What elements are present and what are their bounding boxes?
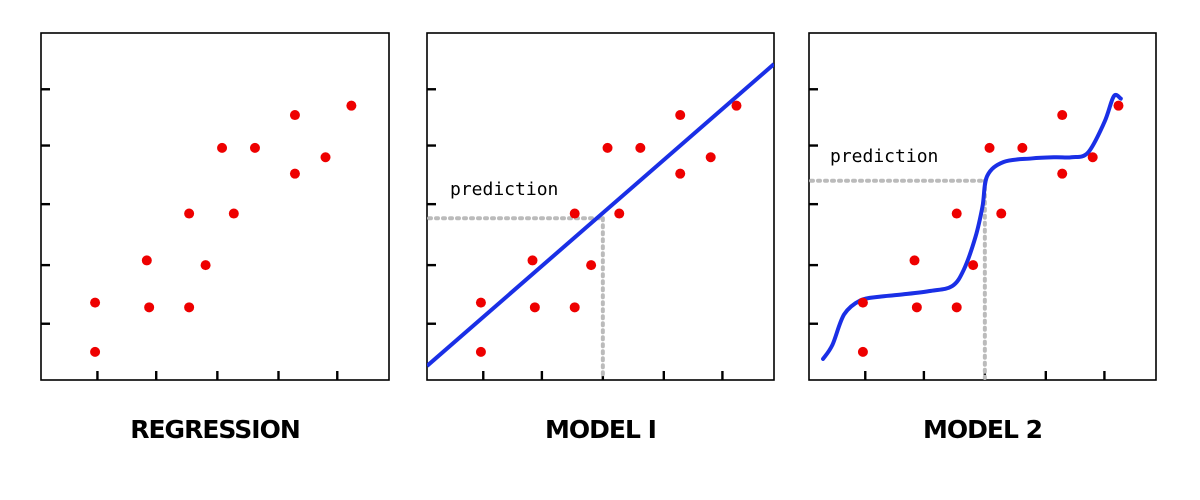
data-point	[346, 100, 357, 111]
data-point	[569, 302, 580, 313]
data-point	[857, 346, 868, 357]
data-point	[951, 302, 962, 313]
prediction-label: prediction	[450, 179, 558, 200]
data-point	[1057, 110, 1068, 121]
data-point	[586, 260, 597, 271]
data-point	[911, 302, 922, 313]
prediction-label: prediction	[830, 146, 938, 167]
plot-frame	[426, 32, 775, 381]
data-point	[200, 260, 211, 271]
panel-1: REGRESSION	[40, 32, 390, 444]
data-point	[249, 142, 260, 153]
data-point	[90, 297, 101, 308]
data-point	[141, 255, 152, 266]
model-1-fit-line	[427, 62, 774, 368]
data-point	[602, 142, 613, 153]
data-point	[1113, 100, 1124, 111]
data-point	[228, 208, 239, 219]
data-point	[1057, 168, 1068, 179]
data-point	[909, 255, 920, 266]
data-point	[731, 100, 742, 111]
data-point	[144, 302, 155, 313]
data-point	[614, 208, 625, 219]
data-point	[705, 152, 716, 163]
data-point	[996, 208, 1007, 219]
data-point	[527, 255, 538, 266]
data-point	[984, 142, 995, 153]
data-point	[675, 168, 686, 179]
panel-title: MODEL 2	[923, 415, 1042, 444]
data-point	[184, 208, 195, 219]
data-point	[184, 302, 195, 313]
data-point	[475, 297, 486, 308]
data-point	[857, 297, 868, 308]
plot-frame	[40, 32, 390, 381]
panel-title: MODEL I	[545, 415, 656, 444]
data-point	[320, 152, 331, 163]
data-point	[569, 208, 580, 219]
data-point	[968, 260, 979, 271]
data-point	[289, 168, 300, 179]
data-point	[289, 110, 300, 121]
panel-title: REGRESSION	[130, 415, 300, 444]
data-point	[475, 346, 486, 357]
panel-2: prediction MODEL I	[426, 32, 775, 444]
data-point	[529, 302, 540, 313]
data-point	[635, 142, 646, 153]
data-point	[217, 142, 228, 153]
data-point	[675, 110, 686, 121]
data-point	[1087, 152, 1098, 163]
panel-3: prediction MODEL 2	[808, 32, 1157, 444]
data-point	[1017, 142, 1028, 153]
data-point	[951, 208, 962, 219]
data-point	[90, 346, 101, 357]
